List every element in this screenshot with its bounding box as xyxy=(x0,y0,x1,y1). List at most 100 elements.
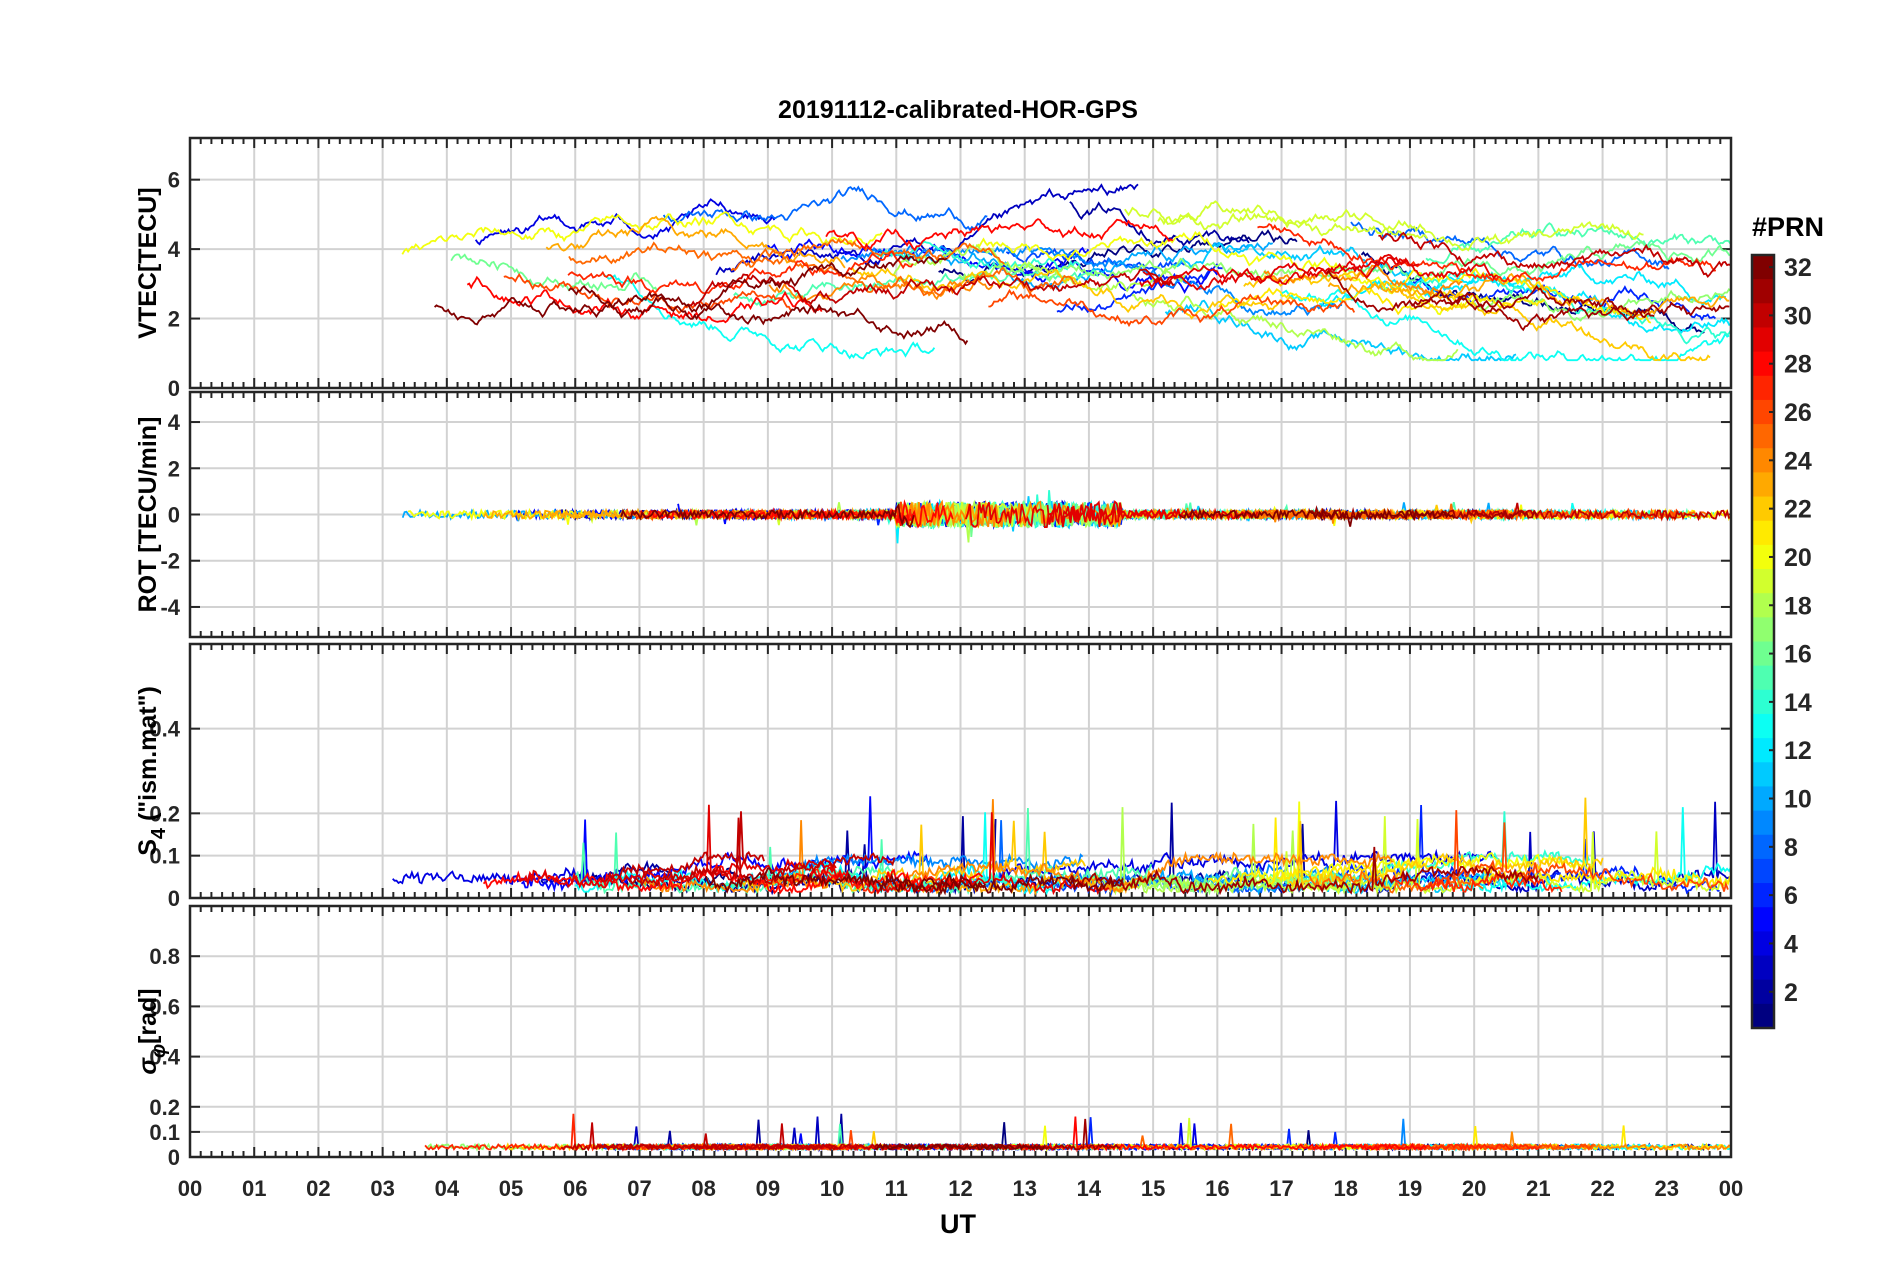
colorbar-tick-label: 26 xyxy=(1784,399,1812,427)
y-axis-label-main-s4: S xyxy=(134,839,162,856)
x-tick-label: 05 xyxy=(499,1176,523,1201)
colorbar-tick-label: 16 xyxy=(1784,641,1812,669)
x-tick-label: 09 xyxy=(756,1176,780,1201)
trace-prn-30-vtec xyxy=(1378,231,1731,279)
trace-prn-26-s4 xyxy=(1438,810,1729,892)
trace-prn-32-vtec xyxy=(568,285,969,346)
trace-prn-18-vtec xyxy=(891,243,1186,293)
colorbar-swatch xyxy=(1752,665,1774,691)
colorbar-swatch xyxy=(1752,762,1774,788)
trace-prn-21-vtec xyxy=(1218,287,1546,316)
x-tick-label: 16 xyxy=(1205,1176,1229,1201)
colorbar-swatch xyxy=(1752,907,1774,932)
trace-prn-25-s4 xyxy=(1308,870,1484,894)
colorbar-tick-label: 2 xyxy=(1784,979,1798,1007)
y-axis-label-sigphi: σφ[rad] xyxy=(134,988,170,1074)
trace-prn-13-vtec xyxy=(602,273,936,360)
x-tick-label: 23 xyxy=(1655,1176,1679,1201)
x-tick-label: 17 xyxy=(1269,1176,1293,1201)
trace-prn-27-s4 xyxy=(1389,870,1563,894)
colorbar-swatch xyxy=(1752,713,1774,739)
trace-prn-28-sigphi xyxy=(1016,1116,1427,1153)
y-axis-label-main-sigphi: σ xyxy=(134,1057,162,1075)
colorbar-swatch xyxy=(1752,279,1774,304)
colorbar-tick-label: 6 xyxy=(1784,882,1798,910)
axes-box-sigphi xyxy=(188,904,1733,1159)
trace-prn-30-s4 xyxy=(624,817,896,887)
colorbar-swatch xyxy=(1752,810,1774,836)
colorbar-swatch xyxy=(1752,955,1774,981)
trace-prn-11-vtec xyxy=(1164,299,1517,362)
colorbar-swatch xyxy=(1752,858,1774,884)
chart-title: 20191112-calibrated-HOR-GPS xyxy=(778,96,1138,124)
trace-prn-29-rot xyxy=(1046,500,1259,528)
trace-prn-19-vtec xyxy=(1124,200,1428,239)
trace-prn-20-vtec xyxy=(977,230,1487,316)
colorbar-swatch xyxy=(1752,255,1774,280)
x-tick-label: 13 xyxy=(1012,1176,1036,1201)
colorbar-swatch xyxy=(1752,520,1774,546)
x-tick-label: 14 xyxy=(1077,1176,1102,1201)
trace-prn-15-vtec xyxy=(1425,222,1731,265)
trace-prn-23-vtec xyxy=(545,215,846,269)
colorbar-swatch xyxy=(1752,593,1774,618)
y-tick-label-sigphi: 0.8 xyxy=(149,944,180,969)
colorbar-frame xyxy=(1750,253,1776,1030)
axes-box-rot xyxy=(188,390,1733,639)
x-tick-label: 19 xyxy=(1398,1176,1422,1201)
trace-prn-32-rot xyxy=(620,502,915,529)
trace-prn-21-vtec xyxy=(1390,267,1652,324)
x-tick-label: 22 xyxy=(1590,1176,1614,1201)
colorbar-tick-label: 22 xyxy=(1784,496,1812,524)
colorbar-tick-label: 28 xyxy=(1784,351,1812,379)
colorbar-tick-label: 32 xyxy=(1784,254,1812,282)
x-tick-label: 02 xyxy=(306,1176,330,1201)
y-axis-label-s4: S4 ("ism.mat") xyxy=(134,686,170,856)
panel-sigphi: 00.10.2 0.4 0.6 0.8 σφ[rad] xyxy=(134,904,1733,1170)
colorbar-tick-label: 8 xyxy=(1784,834,1798,862)
trace-prn-30-rot xyxy=(1466,502,1731,522)
colorbar-swatch xyxy=(1752,399,1774,425)
x-tick-label: 01 xyxy=(242,1176,266,1201)
y-tick-label-rot: 0 xyxy=(168,503,180,528)
trace-prn-27-vtec xyxy=(567,249,914,295)
trace-prn-4-s4 xyxy=(992,800,1497,887)
y-tick-label-s4: 0.4 xyxy=(149,717,180,742)
trace-prn-32-sigphi xyxy=(874,1142,1046,1152)
x-axis-label: UT xyxy=(940,1209,976,1239)
y-tick-label-sigphi: 0.1 xyxy=(149,1120,180,1145)
trace-prn-8-vtec xyxy=(662,185,988,232)
y-tick-label-vtec: 2 xyxy=(168,307,180,332)
trace-prn-31-sigphi xyxy=(874,1118,1121,1152)
x-tick-label: 03 xyxy=(370,1176,394,1201)
trace-prn-22-s4 xyxy=(1288,797,1604,890)
y-tick-label-rot: 2 xyxy=(168,456,180,481)
colorbar-swatch xyxy=(1752,689,1774,715)
x-tick-label: 20 xyxy=(1462,1176,1486,1201)
x-tick-label: 06 xyxy=(563,1176,587,1201)
trace-prn-24-vtec xyxy=(1263,264,1463,296)
trace-prn-28-vtec xyxy=(825,218,1174,252)
colorbar-tick-label: 24 xyxy=(1784,447,1812,475)
y-axis-label-rot: ROT [TECU/min] xyxy=(134,417,162,613)
y-tick-label-s4: 0.1 xyxy=(149,844,180,869)
y-tick-label-vtec: 0 xyxy=(168,376,180,401)
trace-prn-14-vtec xyxy=(872,240,1082,271)
colorbar-tick-label: 18 xyxy=(1784,592,1812,620)
trace-prn-21-s4 xyxy=(1207,817,1433,887)
y-tick-label-s4: 0.2 xyxy=(149,801,180,826)
trace-prn-31-vtec xyxy=(1326,268,1655,322)
trace-prn-18-vtec xyxy=(1132,294,1459,362)
x-tick-label: 00 xyxy=(178,1176,202,1201)
trace-prn-29-vtec xyxy=(1139,253,1420,289)
x-tick-label: 08 xyxy=(691,1176,715,1201)
y-axis-label-vtec: VTEC[TECU] xyxy=(134,187,162,338)
axes-box-s4 xyxy=(188,642,1733,900)
y-tick-label-sigphi: 0.2 xyxy=(149,1095,180,1120)
colorbar-tick-label: 12 xyxy=(1784,737,1812,765)
colorbar-label: #PRN xyxy=(1752,212,1824,242)
trace-prn-31-s4 xyxy=(1067,846,1539,896)
